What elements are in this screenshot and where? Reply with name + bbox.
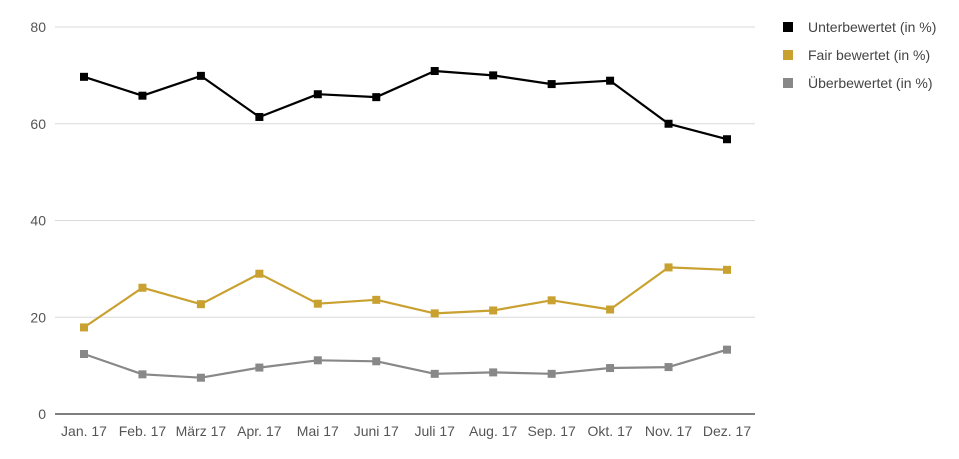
legend-label: Unterbewertet (in %) [808,19,936,35]
data-point [196,300,205,309]
legend-swatch [783,22,793,32]
data-point [606,305,615,314]
x-tick-label: Mai 17 [297,423,339,439]
x-tick-label: Aug. 17 [469,423,517,439]
series-line [83,69,728,141]
y-tick-label: 20 [30,309,46,325]
data-point [430,369,439,378]
legend-swatch [783,50,793,60]
series-1 [80,67,731,144]
data-point [372,93,381,102]
gridlines [55,26,755,415]
data-point [547,296,556,305]
y-axis-ticks: 0 20 40 60 80 [30,19,46,422]
data-point [547,369,556,378]
data-point [313,356,322,365]
series-2 [80,263,731,332]
legend-label: Überbewertet (in %) [808,74,933,91]
x-tick-label: Feb. 17 [119,423,167,439]
legend-item: Unterbewertet (in %) [783,19,936,35]
series-line [83,348,728,379]
x-tick-label: Dez. 17 [703,423,751,439]
data-point [489,306,498,315]
x-tick-label: Okt. 17 [588,423,633,439]
data-point [80,72,88,81]
data-point [664,119,673,128]
x-tick-label: Juni 17 [354,423,399,439]
x-tick-label: Juli 17 [414,423,455,439]
y-tick-label: 40 [30,213,46,229]
series-layer [80,67,731,382]
x-tick-label: Nov. 17 [645,423,692,439]
data-point [489,71,498,80]
legend-item: Überbewertet (in %) [783,74,933,91]
data-point [196,71,205,80]
data-point [80,323,88,332]
data-point [606,76,615,85]
data-point [80,350,88,359]
data-point [255,269,264,278]
legend: Unterbewertet (in %) Fair bewertet (in %)… [783,19,936,91]
x-tick-label: Apr. 17 [237,423,282,439]
data-point [430,309,439,318]
data-point [138,370,147,379]
data-point [138,91,147,100]
data-point [430,67,439,76]
data-point [138,283,147,292]
x-tick-label: Jan. 17 [61,423,107,439]
y-tick-label: 0 [38,406,46,422]
x-axis-ticks: Jan. 17 Feb. 17 März 17 Apr. 17 Mai 17 Juni 1… [61,423,751,439]
data-point [664,363,673,372]
data-point [547,80,556,89]
legend-swatch [783,78,793,88]
data-point [723,135,731,144]
y-tick-label: 80 [30,19,46,35]
y-tick-label: 60 [30,116,46,132]
x-tick-label: März 17 [176,423,227,439]
data-point [255,363,264,372]
data-point [372,357,381,366]
legend-item: Fair bewertet (in %) [783,47,930,63]
data-point [723,345,731,354]
data-point [723,265,731,274]
data-point [255,112,264,121]
data-point [489,368,498,377]
series-3 [80,345,731,382]
legend-label: Fair bewertet (in %) [808,47,930,63]
data-point [664,263,673,272]
data-point [313,299,322,308]
data-point [372,295,381,304]
series-line [83,266,728,329]
data-point [196,373,205,382]
data-point [606,364,615,373]
data-point [313,90,322,99]
x-tick-label: Sep. 17 [528,423,576,439]
